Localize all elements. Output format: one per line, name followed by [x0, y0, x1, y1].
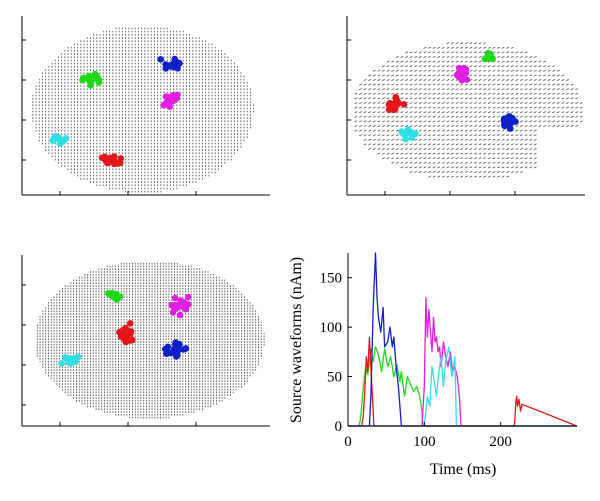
source-point-magenta: [184, 293, 192, 301]
source-point-red: [110, 160, 118, 168]
waveform-green: [348, 346, 577, 427]
source-point-red: [117, 155, 125, 162]
source-point-red: [122, 324, 129, 332]
source-point-blue: [505, 113, 512, 121]
source-point-red: [392, 103, 399, 110]
y-axis-title: Source waveforms (nAm): [288, 257, 305, 423]
ticks-top-left: [22, 39, 197, 195]
source-clusters-bottom-left: [58, 289, 192, 367]
source-point-blue: [505, 119, 512, 127]
y-tick-label: 100: [320, 320, 343, 336]
source-point-magenta: [166, 103, 173, 110]
source-point-blue: [163, 350, 170, 358]
source-point-red: [129, 336, 136, 344]
source-point-green: [113, 296, 120, 303]
source-point-cyan: [72, 358, 79, 365]
brain-grid-top-right: [354, 42, 583, 178]
source-point-magenta: [185, 301, 192, 308]
panel-top-right: [346, 16, 585, 196]
ticks-bottom-left: [22, 284, 197, 426]
source-point-blue: [507, 125, 514, 132]
source-point-magenta: [176, 311, 184, 319]
source-point-red: [103, 159, 111, 167]
source-point-red: [392, 97, 400, 105]
panel-top-left: [21, 16, 270, 196]
source-point-cyan: [408, 129, 416, 136]
panel-bottom-right-waveforms: 0 100 200 0 50 100 150 Time (ms) Source wavefo…: [288, 252, 578, 478]
source-point-blue: [172, 339, 179, 346]
source-point-red: [386, 99, 394, 107]
waveform-red: [348, 336, 578, 427]
source-clusters-top-right: [385, 49, 519, 143]
panel-bottom-left: [21, 255, 270, 427]
source-point-magenta: [171, 294, 179, 302]
source-point-magenta: [180, 303, 187, 311]
ticks-top-right: [347, 39, 516, 195]
brain-grid-bottom-left: [36, 262, 265, 419]
y-tick-label: 150: [320, 271, 343, 287]
source-point-blue: [157, 56, 164, 63]
source-point-green: [90, 74, 98, 81]
y-tick-label: 0: [335, 419, 343, 435]
source-point-blue: [173, 353, 180, 360]
source-point-red: [400, 101, 408, 108]
source-point-magenta: [179, 299, 187, 306]
source-point-red: [98, 154, 106, 161]
source-point-red: [122, 338, 130, 346]
source-clusters-top-left: [49, 55, 183, 168]
source-point-red: [127, 320, 134, 327]
source-point-green: [80, 74, 87, 82]
source-point-blue: [162, 61, 169, 68]
x-tick-label: 0: [344, 434, 352, 450]
source-point-red: [111, 153, 118, 160]
source-point-magenta: [173, 94, 181, 102]
x-axis-title: Time (ms): [430, 461, 497, 478]
tick-labels-waveforms: 0 100 200 0 50 100 150: [320, 271, 512, 450]
source-point-cyan: [62, 135, 70, 142]
waveform-cyan: [348, 346, 577, 427]
source-point-green: [87, 82, 94, 89]
x-tick-label: 200: [489, 434, 512, 450]
source-point-magenta: [171, 303, 178, 311]
source-point-cyan: [65, 358, 72, 366]
source-point-blue: [180, 346, 188, 353]
source-point-cyan: [408, 134, 416, 141]
y-tick-label: 50: [327, 370, 342, 386]
brain-grid-top-left: [32, 27, 255, 193]
source-point-red: [116, 328, 123, 336]
tick-marks-waveforms: [347, 277, 502, 427]
source-point-cyan: [58, 360, 65, 367]
x-tick-label: 100: [413, 434, 436, 450]
source-point-blue: [164, 343, 172, 351]
source-point-magenta: [457, 67, 465, 75]
source-point-cyan: [53, 134, 61, 142]
source-point-green: [484, 54, 492, 62]
waveform-blue: [348, 252, 577, 427]
source-point-magenta: [160, 101, 167, 109]
source-point-magenta: [455, 73, 462, 80]
waveform-traces: [348, 252, 578, 427]
source-point-blue: [171, 63, 179, 70]
source-point-cyan: [400, 129, 408, 137]
source-point-magenta: [169, 309, 177, 316]
source-point-magenta: [165, 93, 173, 101]
source-point-blue: [173, 346, 181, 354]
